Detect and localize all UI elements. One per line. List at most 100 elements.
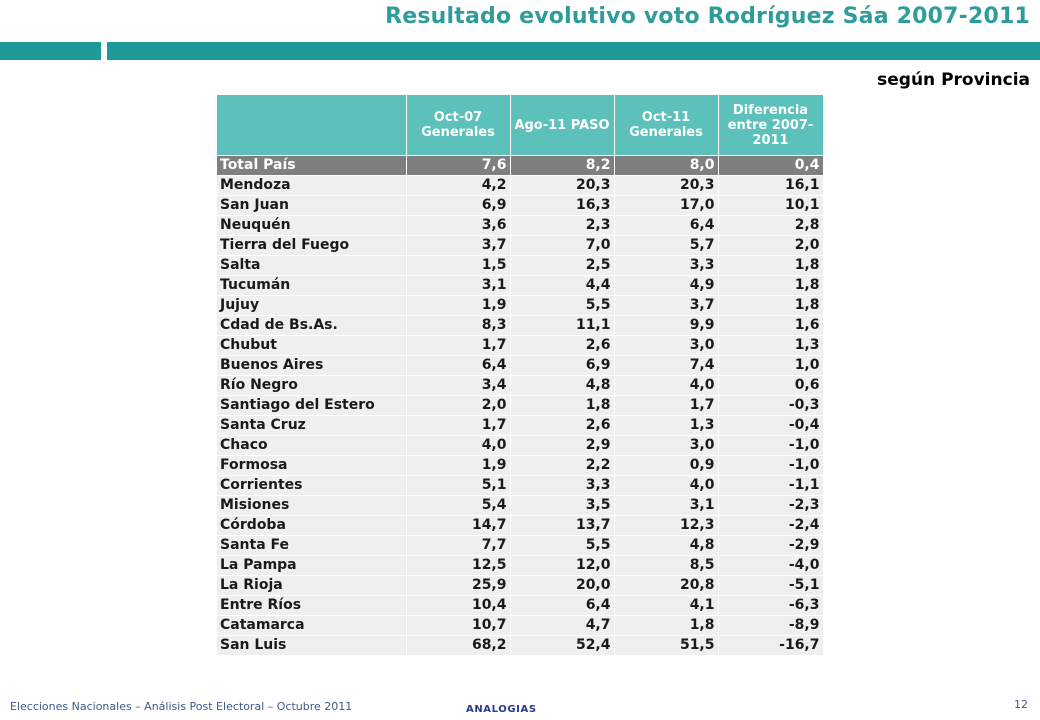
- cell-ago-11: 2,3: [510, 215, 615, 236]
- cell-ago-11: 5,5: [510, 535, 615, 556]
- cell-ago-11: 12,0: [510, 555, 615, 576]
- slide-subtitle: según Provincia: [877, 70, 1030, 90]
- table-row: Tierra del Fuego 3,7 7,0 5,7 2,0: [217, 235, 824, 256]
- table-row: Formosa 1,9 2,2 0,9 -1,0: [217, 455, 824, 476]
- cell-oct-07: 10,7: [406, 615, 511, 636]
- cell-oct-07: 3,4: [406, 375, 511, 396]
- header-oct-07: Oct-07 Generales: [406, 95, 511, 156]
- total-row: Total País 7,6 8,2 8,0 0,4: [217, 155, 824, 176]
- cell-province: San Luis: [217, 635, 407, 656]
- results-table-container: Oct-07 Generales Ago-11 PASO Oct-11 Gene…: [217, 95, 824, 656]
- cell-province: Río Negro: [217, 375, 407, 396]
- cell-oct-07: 68,2: [406, 635, 511, 656]
- cell-oct-07: 3,6: [406, 215, 511, 236]
- cell-oct-11: 20,3: [614, 175, 719, 196]
- cell-oct-07: 4,0: [406, 435, 511, 456]
- cell-oct-07: 1,9: [406, 455, 511, 476]
- table-row: San Luis 68,2 52,4 51,5 -16,7: [217, 635, 824, 656]
- cell-diferencia: -2,4: [718, 515, 824, 536]
- header-oct-11: Oct-11 Generales: [614, 95, 719, 156]
- cell-oct-07: 1,7: [406, 335, 511, 356]
- cell-ago-11: 2,9: [510, 435, 615, 456]
- cell-oct-07: 1,5: [406, 255, 511, 276]
- cell-diferencia: 16,1: [718, 175, 824, 196]
- cell-oct-11: 5,7: [614, 235, 719, 256]
- table-row: Corrientes 5,1 3,3 4,0 -1,1: [217, 475, 824, 496]
- cell-oct-11: 4,0: [614, 475, 719, 496]
- cell-diferencia: 1,6: [718, 315, 824, 336]
- cell-oct-11: 6,4: [614, 215, 719, 236]
- table-row: Jujuy 1,9 5,5 3,7 1,8: [217, 295, 824, 316]
- cell-diferencia: 2,0: [718, 235, 824, 256]
- cell-oct-11: 4,1: [614, 595, 719, 616]
- cell-oct-11: 1,8: [614, 615, 719, 636]
- cell-oct-11: 3,3: [614, 255, 719, 276]
- cell-province: Corrientes: [217, 475, 407, 496]
- table-row: Tucumán 3,1 4,4 4,9 1,8: [217, 275, 824, 296]
- table-row: Santa Fe 7,7 5,5 4,8 -2,9: [217, 535, 824, 556]
- cell-diferencia: -0,3: [718, 395, 824, 416]
- table-row: La Rioja 25,9 20,0 20,8 -5,1: [217, 575, 824, 596]
- table-row: Córdoba 14,7 13,7 12,3 -2,4: [217, 515, 824, 536]
- table-row: Mendoza 4,2 20,3 20,3 16,1: [217, 175, 824, 196]
- cell-oct-07: 1,7: [406, 415, 511, 436]
- cell-province: Mendoza: [217, 175, 407, 196]
- cell-oct-11: 51,5: [614, 635, 719, 656]
- cell-oct-11: 3,1: [614, 495, 719, 516]
- cell-diferencia: 0,6: [718, 375, 824, 396]
- table-header-row: Oct-07 Generales Ago-11 PASO Oct-11 Gene…: [217, 95, 824, 156]
- cell-diferencia: -1,1: [718, 475, 824, 496]
- cell-province: Santa Cruz: [217, 415, 407, 436]
- table-row: Neuquén 3,6 2,3 6,4 2,8: [217, 215, 824, 236]
- cell-ago-11: 11,1: [510, 315, 615, 336]
- cell-diferencia: -1,0: [718, 435, 824, 456]
- cell-diferencia: -2,3: [718, 495, 824, 516]
- cell-province: Santa Fe: [217, 535, 407, 556]
- table-row: Santa Cruz 1,7 2,6 1,3 -0,4: [217, 415, 824, 436]
- accent-bar-left: [0, 42, 101, 60]
- cell-ago-11: 6,4: [510, 595, 615, 616]
- cell-ago-11: 4,8: [510, 375, 615, 396]
- cell-province: Jujuy: [217, 295, 407, 316]
- footer-text: Elecciones Nacionales – Análisis Post El…: [10, 700, 353, 713]
- cell-province: San Juan: [217, 195, 407, 216]
- cell-ago-11: 4,4: [510, 275, 615, 296]
- cell-ago-11: 2,2: [510, 455, 615, 476]
- cell-province: Santiago del Estero: [217, 395, 407, 416]
- cell-diferencia: -4,0: [718, 555, 824, 576]
- cell-ago-11: 16,3: [510, 195, 615, 216]
- header-diferencia: Diferencia entre 2007-2011: [718, 95, 824, 156]
- cell-province: Chaco: [217, 435, 407, 456]
- analogias-logo: ANALOGIAS: [466, 704, 537, 715]
- header-ago-11: Ago-11 PASO: [510, 95, 615, 156]
- cell-province: Tucumán: [217, 275, 407, 296]
- cell-oct-11: 12,3: [614, 515, 719, 536]
- table-row: Cdad de Bs.As. 8,3 11,1 9,9 1,6: [217, 315, 824, 336]
- cell-ago-11: 7,0: [510, 235, 615, 256]
- cell-oct-07: 12,5: [406, 555, 511, 576]
- cell-ago-11: 3,3: [510, 475, 615, 496]
- cell-oct-07: 6,4: [406, 355, 511, 376]
- header-province: [217, 95, 407, 156]
- cell-diferencia: -1,0: [718, 455, 824, 476]
- cell-oct-07: 7,7: [406, 535, 511, 556]
- cell-oct-11: 1,7: [614, 395, 719, 416]
- cell-diferencia: -6,3: [718, 595, 824, 616]
- cell-oct-11: 0,9: [614, 455, 719, 476]
- cell-province: Cdad de Bs.As.: [217, 315, 407, 336]
- cell-ago-11: 4,7: [510, 615, 615, 636]
- cell-province: Córdoba: [217, 515, 407, 536]
- page-number: 12: [1014, 698, 1028, 711]
- cell-oct-11: 4,0: [614, 375, 719, 396]
- table-row: Chaco 4,0 2,9 3,0 -1,0: [217, 435, 824, 456]
- cell-oct-07: 2,0: [406, 395, 511, 416]
- cell-ago-11: 2,6: [510, 335, 615, 356]
- cell-diferencia: 1,8: [718, 275, 824, 296]
- cell-oct-07: 14,7: [406, 515, 511, 536]
- cell-ago-11: 20,3: [510, 175, 615, 196]
- cell-ago-11: 1,8: [510, 395, 615, 416]
- cell-diferencia: 1,8: [718, 295, 824, 316]
- cell-diferencia: -5,1: [718, 575, 824, 596]
- cell-ago-11: 5,5: [510, 295, 615, 316]
- cell-oct-07: 3,1: [406, 275, 511, 296]
